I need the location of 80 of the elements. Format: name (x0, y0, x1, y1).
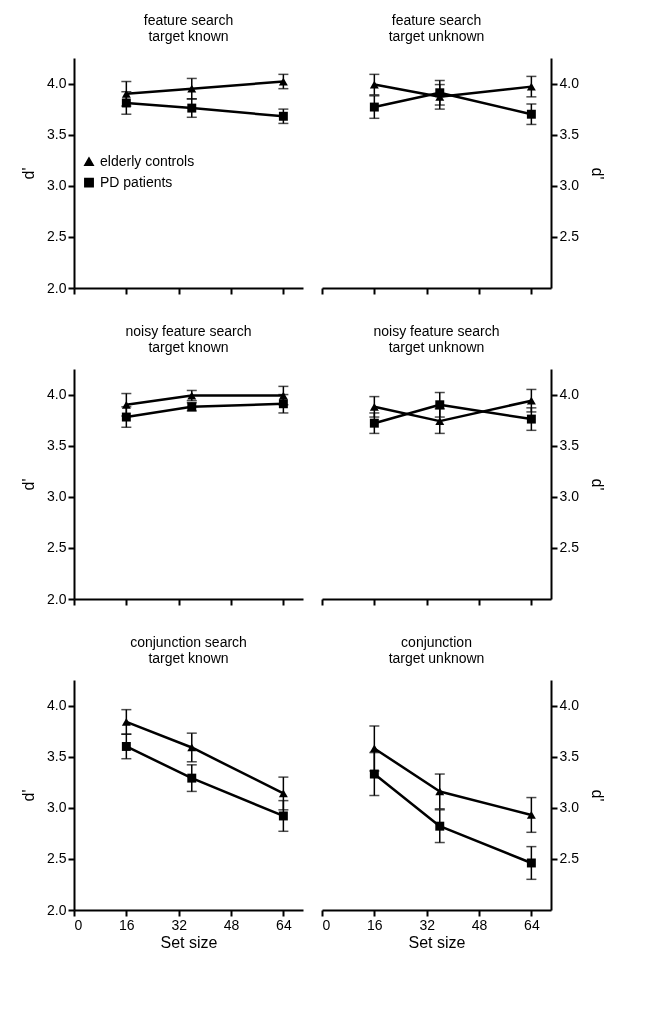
y2-tick-label: 2.5 (559, 228, 580, 245)
y-axis-title: d' (20, 167, 38, 180)
point (526, 396, 536, 405)
chart-title: feature search target unknown (388, 12, 485, 44)
y2-tick-label: 4.0 (559, 386, 580, 403)
y2-tick-label: 2.5 (559, 539, 580, 556)
x-tick-label: 16 (367, 916, 383, 933)
x-tick-label: 48 (223, 916, 240, 933)
point (187, 743, 197, 752)
y2-tick-label: 3.0 (559, 488, 580, 505)
y-tick-label: 3.0 (47, 488, 67, 505)
chart-title: feature search target known (143, 12, 234, 44)
point (435, 400, 445, 410)
y-tick-label: 4.0 (47, 697, 67, 714)
x-tick-label: 64 (276, 916, 292, 933)
y2-tick-label: 3.5 (559, 748, 580, 765)
point (121, 741, 131, 751)
y-tick-label: 3.0 (47, 177, 67, 194)
y2-tick-label: 3.0 (559, 177, 580, 194)
point (526, 811, 536, 819)
point (187, 84, 197, 93)
y-tick-label: 3.0 (47, 799, 67, 816)
x-tick-label: 32 (419, 916, 436, 933)
y-tick-label: 4.0 (47, 386, 67, 403)
y2-tick-label: 3.5 (559, 437, 580, 454)
point (369, 102, 379, 112)
x-tick-label: 32 (171, 916, 188, 933)
legend-label: PD patients (100, 173, 173, 190)
point (121, 98, 131, 108)
point (435, 88, 445, 98)
point (435, 821, 445, 831)
y2-tick-label: 4.0 (559, 697, 580, 714)
x-tick-label: 64 (524, 916, 540, 933)
y2-tick-label: 4.0 (559, 75, 580, 92)
point (369, 418, 379, 428)
y2-tick-label: 3.0 (559, 799, 580, 816)
y2-tick-label: 2.5 (559, 850, 580, 867)
point (121, 89, 131, 98)
point (187, 103, 197, 113)
chart-title: noisy feature search target known (125, 323, 252, 355)
point (121, 412, 131, 422)
y2-axis-title: d' (588, 478, 606, 491)
point (187, 773, 197, 783)
y-tick-label: 3.5 (47, 748, 67, 765)
x-tick-label: 0 (74, 916, 83, 933)
x-axis-title: Set size (408, 933, 466, 951)
y2-axis-title: d' (588, 167, 606, 180)
point (278, 111, 288, 121)
y-tick-label: 3.5 (47, 437, 67, 454)
x-tick-label: 16 (119, 916, 135, 933)
point (278, 811, 288, 821)
chart-title: conjunction search target known (130, 634, 247, 666)
y-tick-label: 2.5 (47, 850, 67, 867)
x-tick-label: 0 (322, 916, 331, 933)
y-axis-title: d' (20, 789, 38, 802)
point (121, 400, 131, 409)
y-tick-label: 4.0 (47, 75, 67, 92)
point (435, 417, 445, 426)
point (121, 718, 131, 726)
y-axis-title: d' (20, 478, 38, 491)
y-tick-label: 2.0 (47, 590, 67, 607)
point (435, 787, 445, 796)
y-tick-label: 2.0 (47, 279, 67, 296)
point (369, 402, 379, 411)
y-tick-label: 3.5 (47, 126, 67, 143)
x-axis-title: Set size (160, 933, 218, 951)
y-tick-label: 2.0 (47, 901, 67, 918)
y2-axis-title: d' (588, 789, 606, 802)
point (526, 109, 536, 119)
y-tick-label: 2.5 (47, 539, 67, 556)
chart-title: noisy feature search target unknown (373, 323, 500, 355)
point (526, 414, 536, 424)
point (526, 858, 536, 868)
point (369, 769, 379, 779)
x-tick-label: 48 (471, 916, 488, 933)
y-tick-label: 2.5 (47, 228, 67, 245)
legend-label: elderly controls (100, 152, 195, 169)
y2-tick-label: 3.5 (559, 126, 580, 143)
chart-title: conjunction target unknown (388, 634, 485, 666)
point (278, 399, 288, 409)
